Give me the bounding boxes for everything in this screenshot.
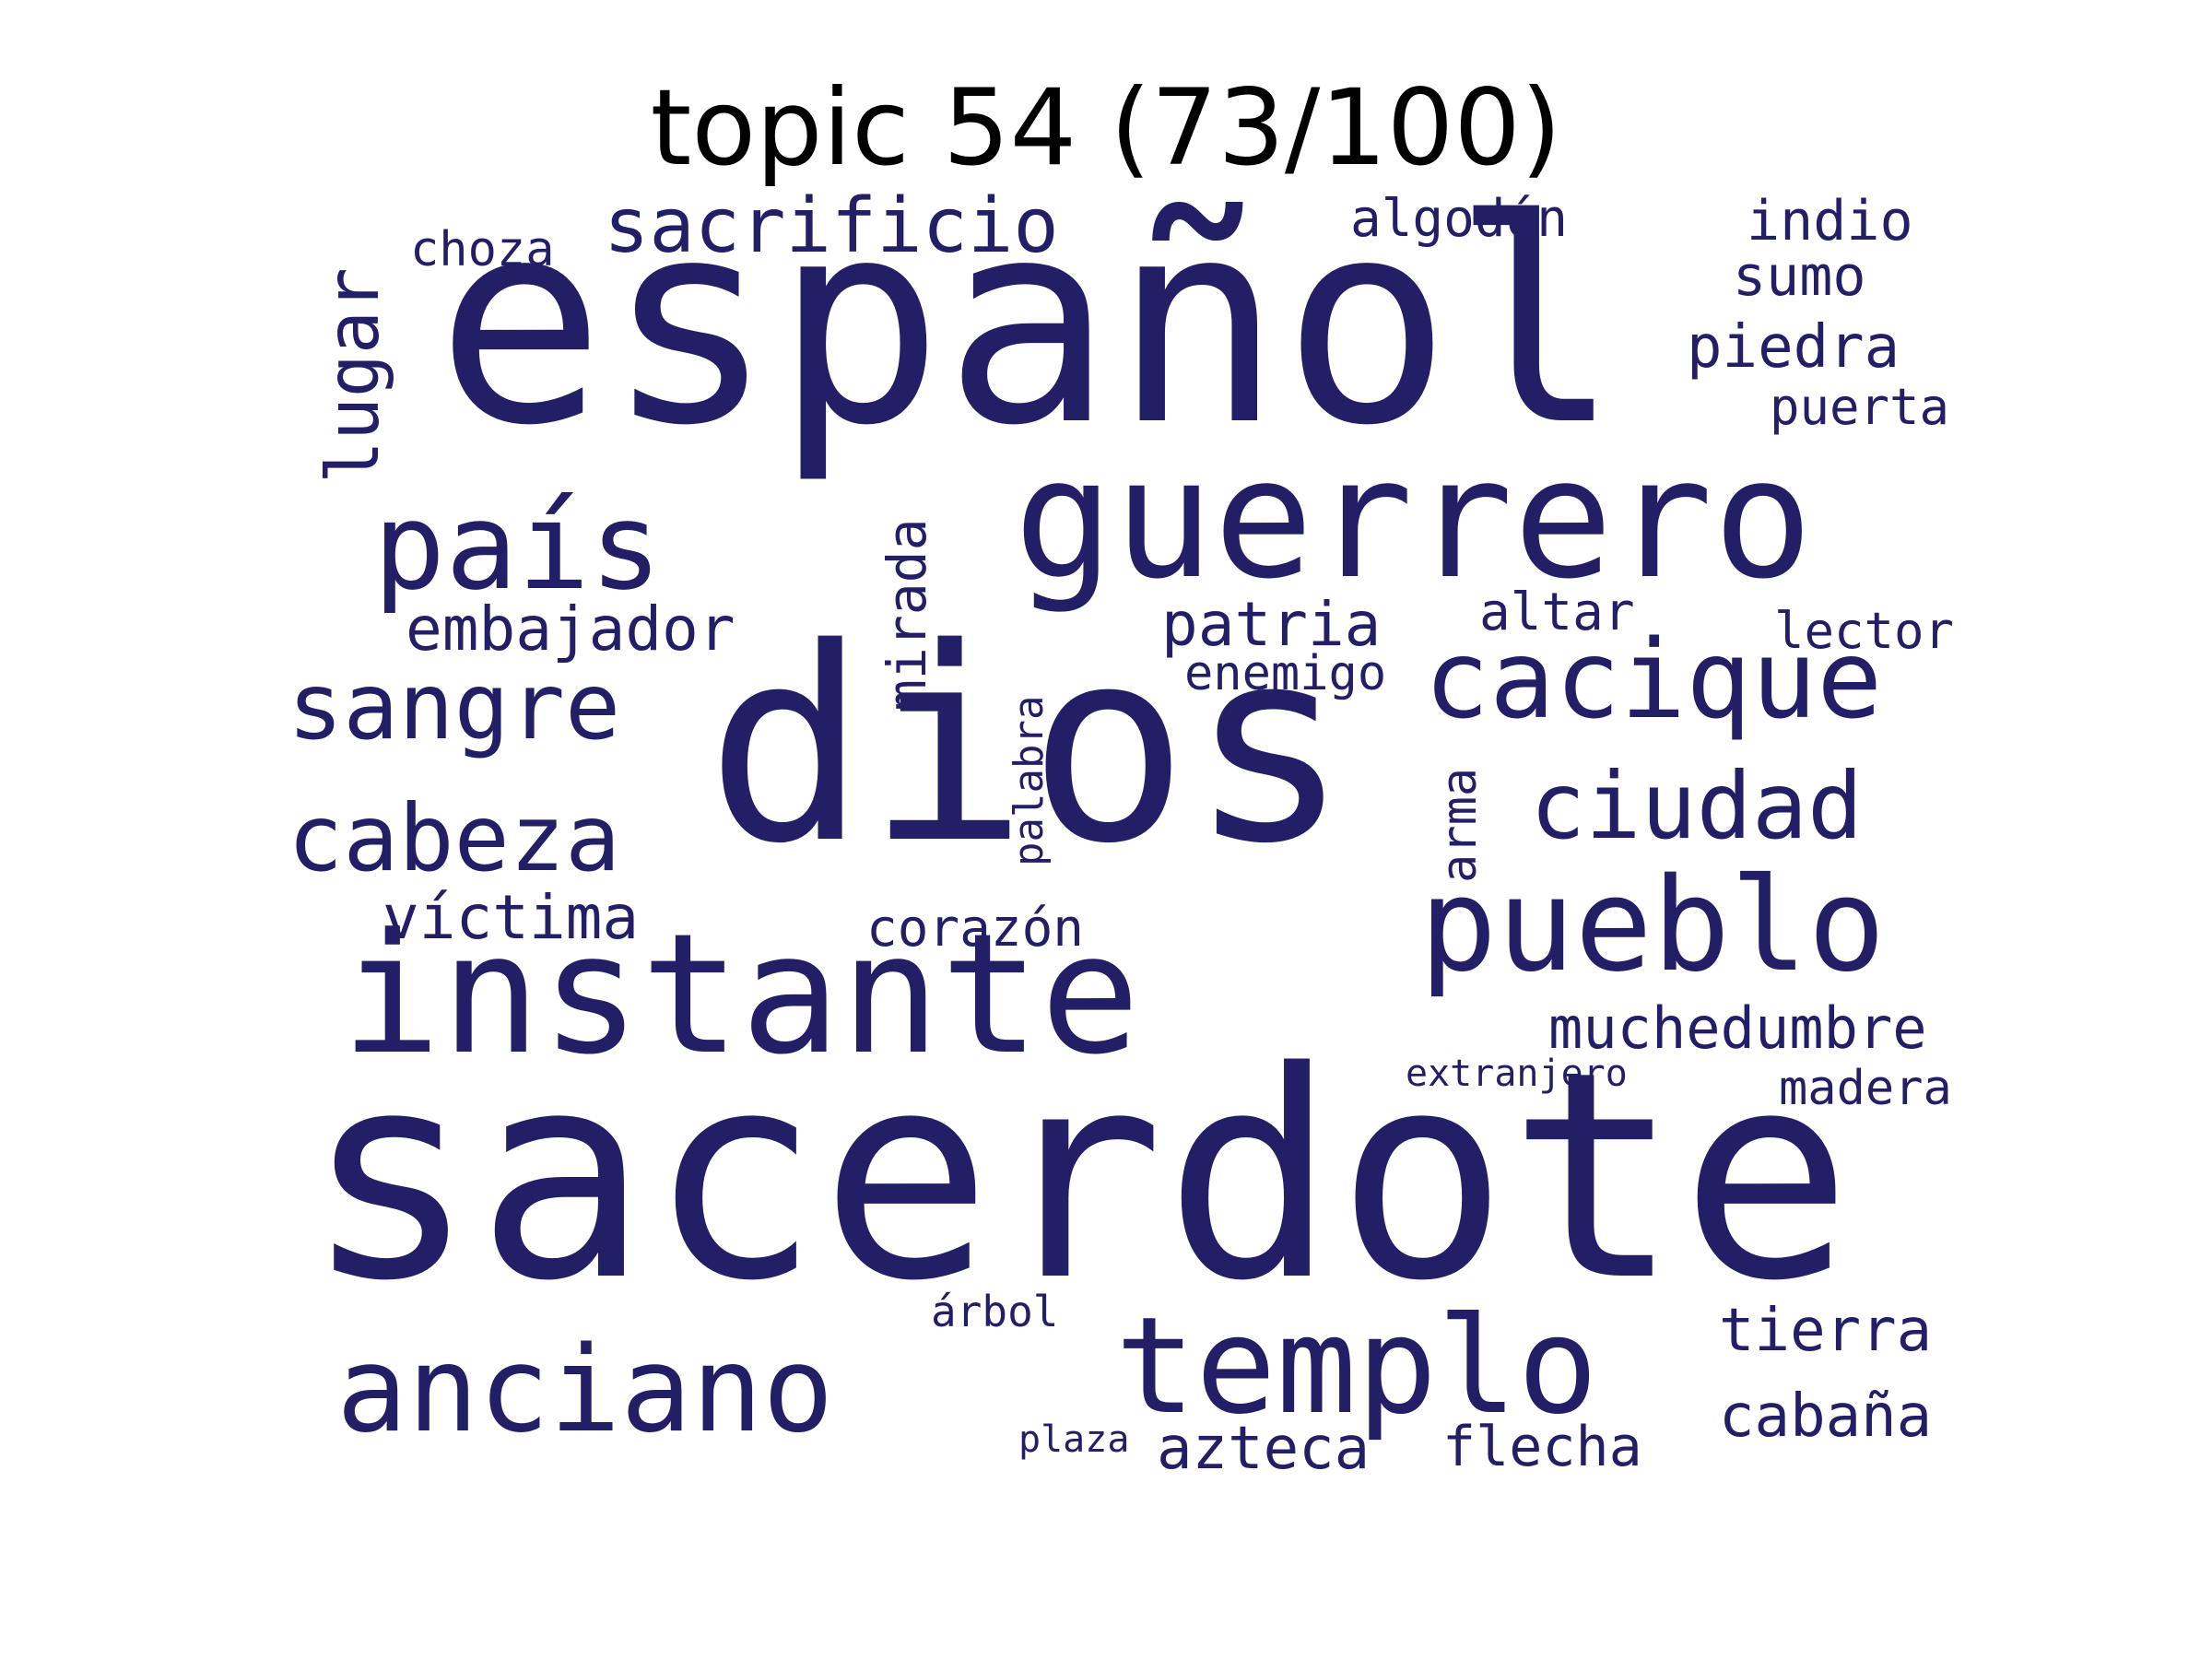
word-piedra: piedra bbox=[1687, 313, 1900, 382]
word-lector: lector bbox=[1774, 602, 1955, 660]
word-embajador: embajador bbox=[406, 594, 735, 665]
word-sumo: sumo bbox=[1733, 244, 1866, 309]
word-extranjero: extranjero bbox=[1406, 1053, 1628, 1095]
word-tierra: tierra bbox=[1719, 1297, 1933, 1365]
word-dios: dios bbox=[706, 592, 1350, 902]
word-victima: víctima bbox=[382, 882, 640, 953]
word-arma: arma bbox=[1432, 767, 1488, 883]
word-madera: madera bbox=[1779, 1061, 1952, 1116]
word-sacerdote: sacerdote bbox=[304, 1011, 1853, 1344]
word-espanol: español bbox=[436, 159, 1621, 487]
word-guerrero: guerrero bbox=[1014, 423, 1813, 616]
word-palabra: palabra bbox=[1006, 695, 1053, 866]
word-muchedumbre: muchedumbre bbox=[1548, 994, 1927, 1062]
word-pueblo: pueblo bbox=[1419, 851, 1886, 1001]
word-patria: patria bbox=[1161, 589, 1382, 660]
word-algodon: algodón bbox=[1350, 189, 1569, 249]
word-plaza: plaza bbox=[1018, 1418, 1130, 1461]
word-anciano: anciano bbox=[336, 1322, 834, 1459]
word-cacique: cacique bbox=[1424, 616, 1883, 743]
word-lugar: lugar bbox=[312, 267, 395, 484]
word-arbol: árbol bbox=[931, 1287, 1059, 1336]
word-cabeza: cabeza bbox=[288, 784, 621, 892]
word-pais: país bbox=[373, 477, 663, 617]
word-ciudad: ciudad bbox=[1530, 752, 1864, 860]
word-corazon: corazón bbox=[866, 899, 1085, 959]
word-flecha: flecha bbox=[1442, 1415, 1642, 1479]
word-sacrificio: sacrificio bbox=[604, 182, 1059, 270]
word-choza: choza bbox=[410, 222, 555, 277]
word-templo: templo bbox=[1115, 1288, 1598, 1444]
word-sangre: sangre bbox=[288, 653, 621, 760]
word-cabana: cabaña bbox=[1719, 1382, 1933, 1451]
word-altar: altar bbox=[1479, 582, 1635, 642]
word-mirada: mirada bbox=[876, 518, 938, 712]
word-indio: indio bbox=[1747, 189, 1913, 253]
word-enemigo: enemigo bbox=[1184, 646, 1387, 701]
word-cloud-title: topic 54 (73/100) bbox=[650, 66, 1562, 189]
word-puerta: puerta bbox=[1770, 378, 1950, 436]
word-instante: instante bbox=[341, 899, 1140, 1091]
word-azteca: azteca bbox=[1157, 1415, 1371, 1483]
